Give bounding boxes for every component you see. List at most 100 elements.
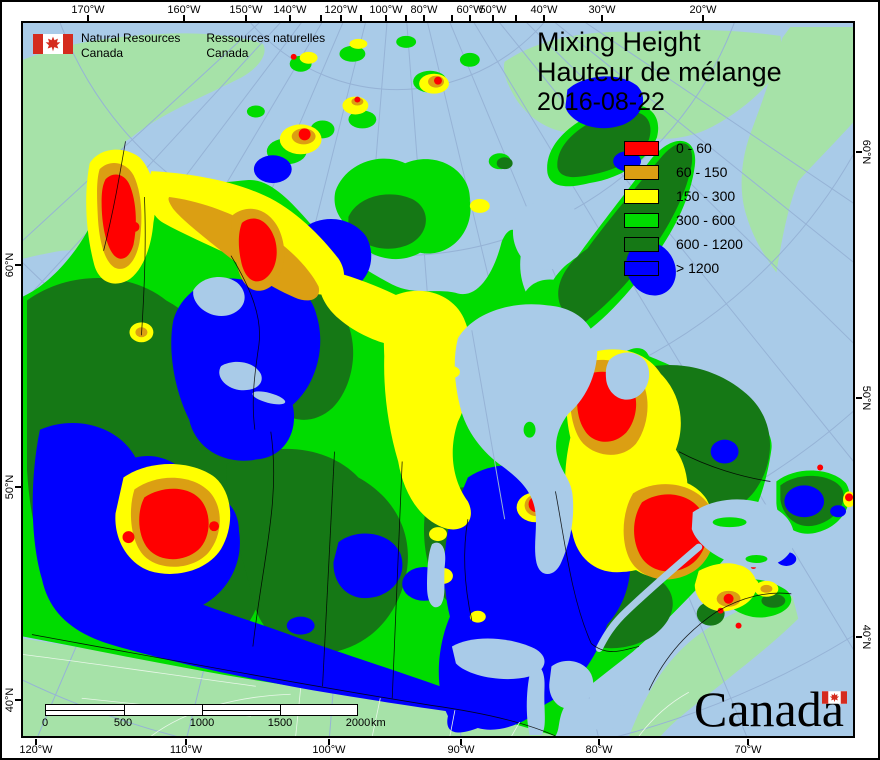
legend-label: 0 - 60 <box>676 140 712 156</box>
axis-tick <box>340 15 342 22</box>
axis-label: 140°W <box>273 4 307 16</box>
axis-tick <box>856 636 862 638</box>
legend-item: 300 - 600 <box>624 208 743 232</box>
legend-label: 60 - 150 <box>676 164 728 180</box>
axis-label: 100°W <box>369 4 403 16</box>
map-canvas <box>21 21 855 738</box>
legend-swatch <box>624 236 659 252</box>
logo-en-line2: Canada <box>81 46 124 60</box>
axis-tick <box>35 739 37 745</box>
axis-tick <box>185 739 187 745</box>
water-bodies <box>193 200 795 736</box>
axis-tick <box>423 15 425 22</box>
scale-bar-segment <box>280 705 357 715</box>
axis-tick <box>702 15 704 22</box>
axis-tick <box>598 739 600 745</box>
title-date: 2016-08-22 <box>537 88 665 116</box>
scale-bar-segment <box>124 705 203 715</box>
axis-label: 70°W <box>734 744 762 756</box>
scale-bar <box>45 704 358 716</box>
axis-label: 30°W <box>588 4 616 16</box>
axis-label: 150°W <box>229 4 263 16</box>
canada-flag-icon <box>33 34 73 54</box>
axis-label: 120°W <box>19 744 53 756</box>
axis-tick <box>405 15 407 22</box>
logo-fr-line1: Ressources naturelles <box>206 31 326 45</box>
axis-label: 80°W <box>585 744 613 756</box>
title-en: Mixing Height <box>537 27 701 57</box>
scale-bar-tick-label: 1500 <box>267 717 293 729</box>
axis-tick <box>15 486 22 488</box>
legend-swatch <box>624 212 659 228</box>
axis-tick <box>87 15 89 22</box>
scale-bar-tick-label: 500 <box>113 717 133 729</box>
axis-tick <box>460 739 462 745</box>
axis-label: 160°W <box>167 4 201 16</box>
map-svg <box>23 23 853 736</box>
legend-label: > 1200 <box>676 260 720 276</box>
axis-label: 50°W <box>479 4 507 16</box>
legend-swatch <box>624 260 659 276</box>
nrcan-logo-text-en: Natural Resources Canada <box>81 31 180 61</box>
nrcan-logo: Natural Resources Canada Ressources natu… <box>33 31 325 61</box>
scale-bar-tick-label: 2000 <box>345 717 371 729</box>
axis-label: 90°W <box>447 744 475 756</box>
axis-tick <box>15 264 22 266</box>
axis-tick <box>601 15 603 22</box>
logo-en-line1: Natural Resources <box>81 31 181 45</box>
axis-tick <box>492 15 494 22</box>
axis-label: 60°W <box>456 4 484 16</box>
legend-item: 150 - 300 <box>624 184 743 208</box>
axis-label: 110°W <box>169 744 203 756</box>
nrcan-logo-text-fr: Ressources naturelles Canada <box>206 31 325 61</box>
axis-tick <box>245 15 247 22</box>
axis-tick <box>856 151 862 153</box>
legend-swatch <box>624 164 659 180</box>
legend-label: 300 - 600 <box>676 212 736 228</box>
canada-wordmark: Canada <box>694 681 847 737</box>
scale-bar-unit: km <box>371 717 386 729</box>
axis-label: 170°W <box>71 4 105 16</box>
axis-tick <box>543 15 545 22</box>
small-islands <box>431 340 768 563</box>
axis-tick <box>451 15 453 22</box>
axis-tick <box>856 397 862 399</box>
logo-fr-line2: Canada <box>206 46 249 60</box>
scale-bar-tick-label: 0 <box>41 717 49 729</box>
title-fr: Hauteur de mélange <box>537 57 782 87</box>
legend-label: 150 - 300 <box>676 188 736 204</box>
axis-label: 40°W <box>530 4 558 16</box>
legend-item: 60 - 150 <box>624 160 743 184</box>
graticule-hudson <box>471 330 506 520</box>
legend-label: 600 - 1200 <box>676 236 743 252</box>
axis-tick <box>183 15 185 22</box>
legend-item: > 1200 <box>624 256 743 280</box>
axis-label: 120°W <box>324 4 358 16</box>
axis-tick <box>515 15 517 22</box>
axis-tick <box>15 699 22 701</box>
axis-tick <box>469 15 471 22</box>
legend: 0 - 60 60 - 150 150 - 300 300 - 600 600 - 12… <box>624 136 743 280</box>
legend-item: 600 - 1200 <box>624 232 743 256</box>
wordmark-flag-icon <box>821 691 847 704</box>
axis-label: 100°W <box>312 744 346 756</box>
political-boundaries <box>31 141 792 736</box>
wordmark-text: Canada <box>694 681 844 737</box>
axis-tick <box>289 15 291 22</box>
scale-bar-segment <box>202 705 281 715</box>
scale-bar-segment <box>46 705 125 715</box>
axis-tick <box>328 739 330 745</box>
axis-label: 20°W <box>689 4 717 16</box>
axis-tick <box>747 739 749 745</box>
legend-swatch <box>624 188 659 204</box>
scale-bar-labels: km 0 500 1000 1500 2000 <box>0 717 420 731</box>
axis-tick <box>360 15 362 22</box>
legend-item: 0 - 60 <box>624 136 743 160</box>
scale-bar-tick-label: 1000 <box>189 717 215 729</box>
axis-tick <box>320 15 322 22</box>
legend-swatch <box>624 140 659 156</box>
axis-tick <box>385 15 387 22</box>
map-title: Mixing Height Hauteur de mélange 2016-08… <box>537 27 782 117</box>
axis-label: 80°W <box>410 4 438 16</box>
